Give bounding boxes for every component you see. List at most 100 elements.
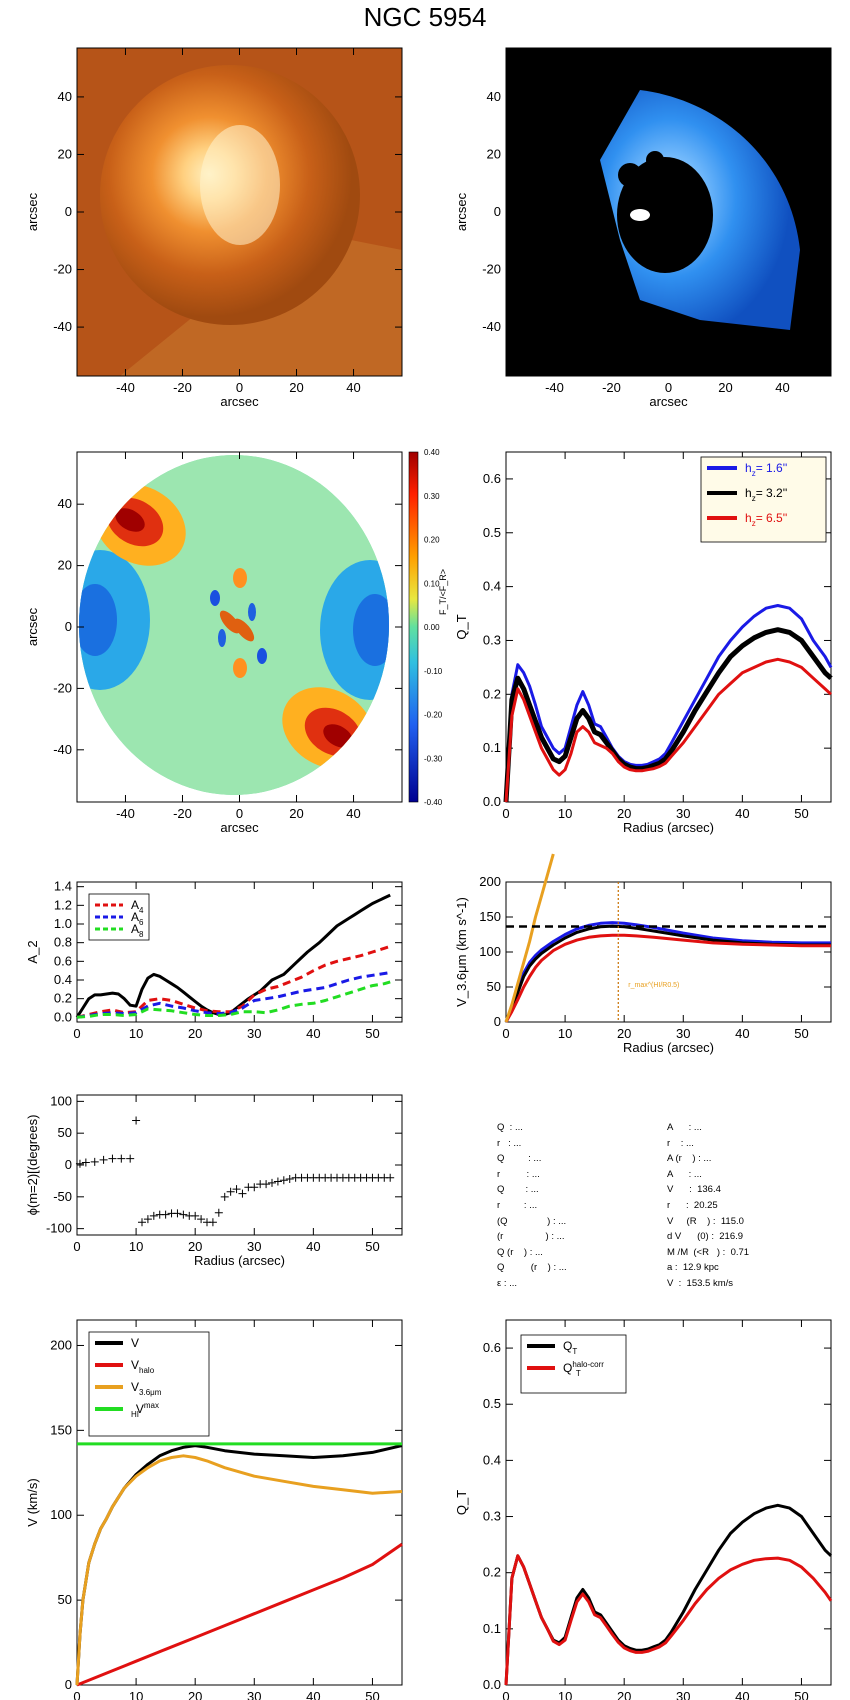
series-line — [76, 980, 391, 1019]
legend-label: A6 — [131, 910, 144, 927]
scatter-point — [191, 1211, 200, 1220]
y-tick-label: 0.0 — [483, 794, 501, 809]
y-tick-label: 0 — [65, 204, 72, 219]
scatter-point — [161, 1210, 170, 1219]
scatter-point — [220, 1192, 229, 1201]
x-axis-label: arcsec — [220, 394, 259, 409]
legend-label-main: V — [131, 1336, 139, 1350]
y-tick-label: 0.2 — [483, 1565, 501, 1580]
x-tick-label: 20 — [188, 1689, 202, 1700]
scatter-point — [179, 1210, 188, 1219]
y-tick-label: -20 — [482, 262, 501, 277]
y-tick-label: 50 — [58, 1592, 72, 1607]
series-line — [503, 627, 833, 803]
legend-label-sub: z — [752, 519, 756, 528]
legend-label-sup: max — [144, 1401, 159, 1410]
plot-frame — [505, 451, 832, 803]
x-tick-label: 0 — [73, 1026, 80, 1041]
info-left-line: Q : ... — [497, 1122, 523, 1133]
scatter-point — [138, 1218, 146, 1227]
scatter-point — [279, 1176, 288, 1185]
colorbar-tick-label: 0.40 — [424, 448, 440, 457]
y-tick-label: -100 — [46, 1221, 72, 1236]
legend-label-value: = 6.5'' — [756, 511, 788, 525]
series-line — [75, 1444, 403, 1686]
x-tick-label: 0 — [236, 806, 243, 821]
plot-frame — [505, 1319, 832, 1686]
y-tick-label: 0.0 — [54, 1009, 72, 1024]
x-tick-label: 10 — [558, 1026, 572, 1041]
y-tick-label: 0.4 — [483, 579, 501, 594]
y-tick-label: -50 — [53, 1189, 72, 1204]
y-tick-label: 150 — [50, 1422, 72, 1437]
info-right-column: A : ... r : ... A (r ) : ... A : ... V : 136… — [667, 1120, 837, 1292]
scatter-point — [238, 1189, 247, 1198]
annotation-label: r_max^(HI/R0.5) — [628, 982, 679, 989]
y-tick-label: 0.1 — [483, 1621, 501, 1636]
y-tick-label: 0 — [494, 204, 501, 219]
y-tick-label: 200 — [50, 1337, 72, 1352]
x-tick-label: 20 — [188, 1239, 202, 1254]
x-tick-label: 30 — [676, 1689, 690, 1700]
legend-label-main: h — [745, 486, 752, 500]
info-left-line: ε : ... — [497, 1277, 518, 1289]
legend-label-main: Q — [563, 1339, 572, 1353]
x-tick-label: 0 — [73, 1689, 80, 1700]
series-line — [504, 853, 555, 1023]
info-right-line: V : 153.5 km/s — [667, 1277, 733, 1289]
y-tick-label: 40 — [487, 89, 501, 104]
y-tick-label: 20 — [487, 146, 501, 161]
scatter-point — [197, 1215, 206, 1224]
y-tick-label: 0.5 — [483, 1396, 501, 1411]
legend-label-main: V — [131, 1358, 139, 1372]
x-tick-label: -20 — [173, 380, 192, 395]
info-left-line: r : ... — [497, 1199, 538, 1211]
series-line — [75, 1454, 403, 1686]
legend-label-sub: 3.6μm — [139, 1388, 162, 1397]
series-line — [76, 1542, 403, 1687]
x-tick-label: 40 — [346, 806, 360, 821]
y-axis-label: A_2 — [25, 940, 40, 963]
x-tick-label: 30 — [676, 1026, 690, 1041]
y-tick-label: 1.4 — [54, 879, 72, 894]
x-tick-label: 10 — [129, 1689, 143, 1700]
scatter-point — [173, 1209, 182, 1218]
x-tick-label: 40 — [306, 1689, 320, 1700]
x-tick-label: 20 — [718, 380, 732, 395]
info-right-line: r : ... — [667, 1137, 694, 1149]
legend-label-sub: halo — [139, 1366, 155, 1375]
y-tick-label: 0.2 — [54, 991, 72, 1006]
x-tick-label: 10 — [129, 1239, 143, 1254]
info-right-line: V : 136.4 — [667, 1184, 721, 1196]
y-axis-label: Q_T — [454, 1490, 469, 1515]
plot-frame — [505, 881, 832, 1023]
info-left-line: r : ... — [497, 1137, 522, 1149]
x-tick-label: 20 — [289, 806, 303, 821]
x-axis-label: arcsec — [649, 394, 688, 409]
qt-scale-height-chart: 0 10 20 30 40 50 0.0 0.1 0.2 0.3 0.4 0.5 0.6 Radius (… — [454, 451, 833, 835]
legend-label: QT — [563, 1339, 577, 1356]
x-tick-label: 30 — [247, 1239, 261, 1254]
info-left-line: Q : ... — [497, 1184, 539, 1196]
y-tick-label: -40 — [53, 742, 72, 757]
x-tick-label: 20 — [617, 806, 631, 821]
y-axis-label: arcsec — [454, 192, 469, 231]
legend-label: Vmax HI — [131, 1401, 159, 1419]
y-axis-label: arcsec — [25, 192, 40, 231]
x-tick-label: 0 — [502, 806, 509, 821]
legend-label-value: = 1.6'' — [756, 461, 788, 475]
y-tick-label: 50 — [58, 1125, 72, 1140]
legend-label-main: A — [131, 922, 139, 936]
y-tick-label: 1.2 — [54, 897, 72, 912]
y-tick-label: 0.4 — [483, 1452, 501, 1467]
x-tick-label: 50 — [794, 1689, 808, 1700]
y-tick-label: 100 — [50, 1093, 72, 1108]
series-line — [504, 1554, 833, 1686]
y-tick-label: 0.5 — [483, 525, 501, 540]
info-left-line: r : ... — [497, 1168, 540, 1180]
x-tick-label: 0 — [502, 1026, 509, 1041]
colorbar-tick-label: -0.30 — [424, 754, 443, 763]
x-axis-label: Radius (arcsec) — [623, 820, 714, 835]
